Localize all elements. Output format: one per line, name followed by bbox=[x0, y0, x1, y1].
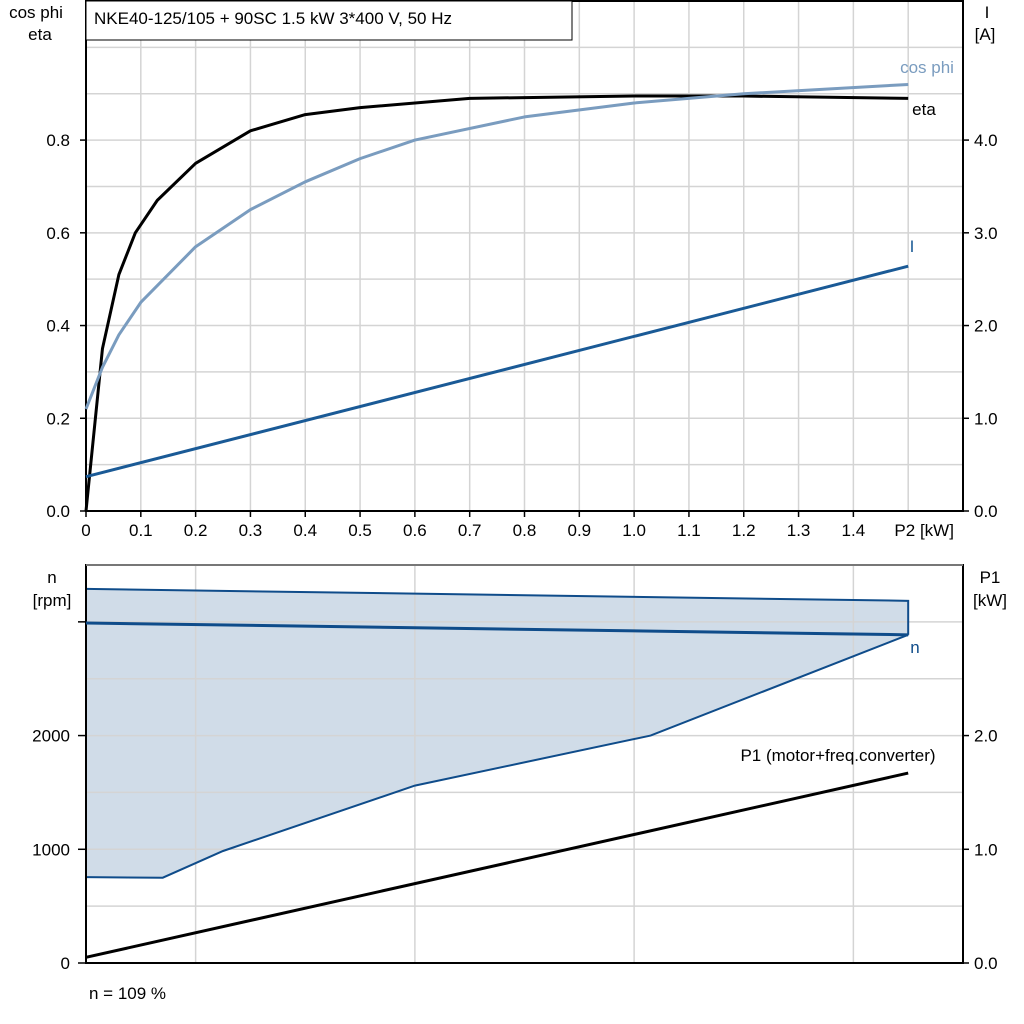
x-tick-label: 1.1 bbox=[677, 521, 701, 540]
x-tick-label: 0 bbox=[81, 521, 90, 540]
y-axis-label-left: n bbox=[47, 568, 56, 587]
x-tick-label: 0.4 bbox=[293, 521, 317, 540]
series-line-n bbox=[85, 621, 909, 637]
y-tick-label-left: 0.4 bbox=[46, 317, 70, 336]
x-tick-label: 0.3 bbox=[239, 521, 263, 540]
series-line-I bbox=[85, 264, 909, 479]
y-tick-label-left: 2000 bbox=[32, 727, 70, 746]
x-tick-label: 1.0 bbox=[622, 521, 646, 540]
y-axis-label-right: I bbox=[985, 3, 990, 22]
series-line-eta bbox=[84, 94, 909, 512]
x-tick-label: 0.2 bbox=[184, 521, 208, 540]
range-lower-edge bbox=[85, 633, 909, 879]
title-box bbox=[85, 0, 573, 41]
y-tick-label-left: 0 bbox=[61, 954, 70, 973]
y-tick-label-right: 4.0 bbox=[974, 131, 998, 150]
y-tick-label-left: 0.8 bbox=[46, 131, 70, 150]
x-tick-label: 1.2 bbox=[732, 521, 756, 540]
x-tick-label: 0.1 bbox=[129, 521, 153, 540]
y-axis-label-left: eta bbox=[28, 25, 52, 44]
x-tick-label: 0.9 bbox=[567, 521, 591, 540]
series-label-P1: P1 (motor+freq.converter) bbox=[740, 746, 935, 765]
y-axis-label-right: [kW] bbox=[973, 591, 1007, 610]
y-tick-label-left: 0.0 bbox=[46, 502, 70, 521]
y-tick-label-right: 0.0 bbox=[974, 954, 998, 973]
y-tick-label-right: 1.0 bbox=[974, 409, 998, 428]
series-label-I: I bbox=[910, 237, 915, 256]
y-axis-label-left: [rpm] bbox=[33, 591, 72, 610]
y-axis-label-right: [A] bbox=[975, 25, 996, 44]
x-tick-label: 0.7 bbox=[458, 521, 482, 540]
y-tick-label-left: 1000 bbox=[32, 840, 70, 859]
x-tick-label: 1.3 bbox=[787, 521, 811, 540]
y-tick-label-right: 0.0 bbox=[974, 502, 998, 521]
x-tick-label: 0.5 bbox=[348, 521, 372, 540]
speed-percentage-footer: n = 109 % bbox=[89, 984, 166, 1003]
range-upper-edge bbox=[85, 587, 910, 635]
operating-range-area bbox=[86, 588, 909, 878]
series-label-n: n bbox=[910, 638, 919, 657]
y-tick-label-right: 2.0 bbox=[974, 317, 998, 336]
x-axis-label: P2 [kW] bbox=[894, 521, 954, 540]
series-line-cos-phi bbox=[84, 82, 909, 410]
series-line-P1 bbox=[85, 771, 909, 959]
series-label-eta: eta bbox=[912, 100, 936, 119]
x-tick-label: 1.4 bbox=[842, 521, 866, 540]
y-axis-label-left: cos phi bbox=[9, 3, 63, 22]
x-tick-label: 0.6 bbox=[403, 521, 427, 540]
x-tick-label: 0.8 bbox=[513, 521, 537, 540]
y-tick-label-right: 2.0 bbox=[974, 727, 998, 746]
y-tick-label-right: 3.0 bbox=[974, 224, 998, 243]
y-axis-label-right: P1 bbox=[980, 568, 1001, 587]
chart-title: NKE40-125/105 + 90SC 1.5 kW 3*400 V, 50 … bbox=[94, 9, 452, 28]
y-tick-label-left: 0.6 bbox=[46, 224, 70, 243]
y-tick-label-left: 0.2 bbox=[46, 409, 70, 428]
series-label-cos-phi: cos phi bbox=[900, 58, 954, 77]
y-tick-label-right: 1.0 bbox=[974, 840, 998, 859]
